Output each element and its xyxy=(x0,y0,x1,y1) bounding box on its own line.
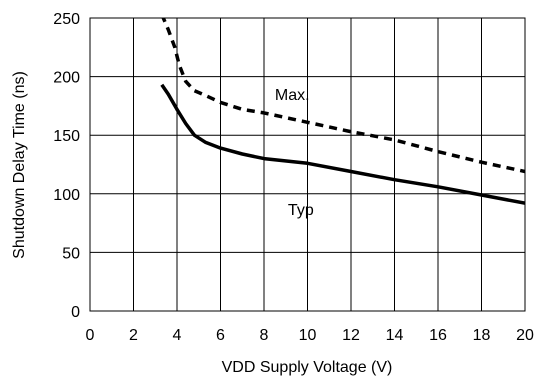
y-tick-label: 250 xyxy=(53,11,80,28)
x-tick-label: 0 xyxy=(86,327,95,344)
x-tick-label: 8 xyxy=(260,327,269,344)
annotation-label: Typ xyxy=(288,202,314,219)
series-line-max xyxy=(161,18,525,174)
x-axis-label: VDD Supply Voltage (V) xyxy=(222,359,393,376)
annotations: Max. Typ xyxy=(275,87,314,219)
plot-frame xyxy=(89,17,526,312)
y-tick-label: 200 xyxy=(53,70,80,87)
x-tick-label: 2 xyxy=(129,327,138,344)
series-line-typ xyxy=(160,83,525,205)
x-tick-label: 16 xyxy=(429,327,447,344)
annotation-label: Max. xyxy=(275,87,310,104)
y-tick-label: 100 xyxy=(53,187,80,204)
series-layer xyxy=(160,18,525,205)
y-tick-label: 0 xyxy=(71,304,80,321)
x-tick-label: 18 xyxy=(473,327,491,344)
x-tick-label: 4 xyxy=(173,327,182,344)
x-tick-labels: 0 2 4 6 8 10 12 14 16 18 20 xyxy=(86,327,534,344)
x-tick-label: 14 xyxy=(386,327,404,344)
y-tick-labels: 0 50 100 150 200 250 xyxy=(53,11,80,321)
x-tick-label: 12 xyxy=(342,327,360,344)
y-axis-label: Shutdown Delay Time (ns) xyxy=(11,71,28,259)
x-tick-label: 10 xyxy=(299,327,317,344)
x-tick-label: 20 xyxy=(516,327,534,344)
y-tick-label: 150 xyxy=(53,128,80,145)
x-tick-label: 6 xyxy=(216,327,225,344)
y-tick-label: 50 xyxy=(62,245,80,262)
